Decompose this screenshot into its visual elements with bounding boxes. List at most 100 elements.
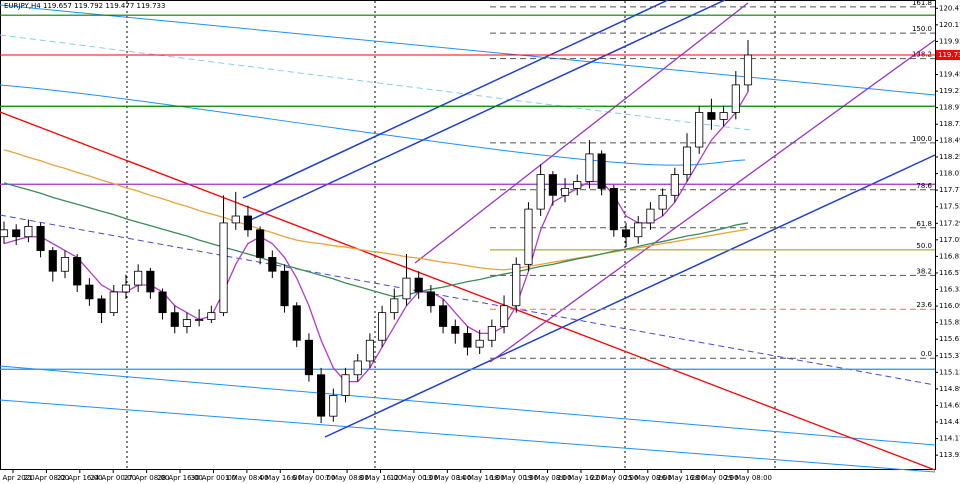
regression-line (0, 399, 936, 473)
fib-label: 0.0 (921, 350, 932, 358)
candle-body (341, 374, 350, 396)
candle-body (475, 339, 484, 348)
candle-body (182, 319, 192, 327)
candle-body (414, 277, 423, 293)
candle-body (73, 257, 82, 286)
candle-body (402, 277, 411, 300)
candle-body (707, 112, 716, 120)
fib-label: 23.6 (916, 301, 932, 309)
candle-body (219, 222, 228, 314)
channel-blue (242, 0, 669, 199)
y-tick-label: 116.575 (939, 269, 960, 277)
y-tick-label: 117.295 (939, 219, 960, 227)
candle-body (353, 360, 362, 376)
y-tick-label: 117.775 (939, 186, 960, 194)
x-tick-label: 30 Apr 00:00 (191, 474, 237, 482)
candle-body (268, 257, 277, 272)
y-tick-label: 116.335 (939, 286, 960, 294)
x-tick-label: 25 May 08:00 (624, 474, 672, 482)
x-tick-label: 12 May 00:00 (390, 474, 438, 482)
candle-body (731, 84, 740, 113)
symbol-info: EURJPY,H4 119.657 119.792 119.477 119.73… (4, 2, 165, 10)
x-tick-label: 27 Apr 08:00 (124, 474, 170, 482)
x-tick-label: 4 May 16:00 (258, 474, 302, 482)
y-tick-label: 119.930 (939, 37, 960, 45)
candle-body (609, 188, 618, 231)
candle-body (560, 188, 570, 196)
x-tick-label: 6 May 00:00 (292, 474, 336, 482)
fib-label: 38.2 (916, 267, 932, 275)
candle-body (0, 229, 9, 238)
channel-blue (245, 0, 726, 223)
x-tick-label: 8 May 16:00 (359, 474, 403, 482)
y-tick-label: 115.135 (939, 368, 960, 376)
x-tick-label: 22 May 00:00 (590, 474, 638, 482)
x-tick-label: 14 May 16:00 (457, 474, 505, 482)
candle-body (292, 305, 301, 341)
candle-body (365, 339, 374, 362)
fib-label: 161.8 (912, 0, 932, 7)
x-tick-label: 7 May 08:00 (325, 474, 369, 482)
candle-body (158, 291, 167, 314)
candle-body (304, 339, 313, 376)
candle-body (621, 229, 631, 238)
last-price-box (936, 50, 960, 61)
x-tick-label: 21 Apr 08:00 (24, 474, 70, 482)
regression-line (0, 365, 936, 446)
fib-label: 150.0 (912, 25, 932, 33)
y-tick-label: 118.730 (939, 120, 960, 128)
candle-body (36, 225, 45, 251)
candle-body (12, 229, 21, 238)
drawings (0, 0, 936, 473)
y-tick-label: 118.970 (939, 104, 960, 112)
candle-body (585, 153, 594, 182)
y-tick-label: 114.655 (939, 401, 960, 409)
y-tick-label: 114.175 (939, 435, 960, 443)
y-tick-label: 114.415 (939, 418, 960, 426)
candle-body (195, 319, 204, 321)
y-tick-label: 113.935 (939, 451, 960, 459)
regression-dashed (0, 34, 751, 131)
candle-body (85, 284, 94, 300)
candle-body (146, 270, 155, 293)
candle-body (24, 225, 33, 238)
y-tick-label: 116.095 (939, 302, 960, 310)
candle-body (524, 208, 533, 265)
candle-body (500, 305, 509, 327)
x-tick-label: 13 May 08:00 (423, 474, 471, 482)
candle-body (487, 326, 496, 341)
candle-body (256, 229, 265, 258)
candle-body (536, 174, 545, 210)
fib-label: 61.8 (916, 220, 932, 228)
plot-frame (0, 0, 936, 470)
candle-body (134, 270, 143, 286)
fib-label: 78.6 (916, 182, 932, 190)
candle-body (634, 222, 643, 238)
moving-average (3, 149, 749, 271)
candle-body (682, 146, 692, 176)
fib-label: 50.0 (916, 242, 932, 250)
x-tick-label: 18 May 00:00 (490, 474, 538, 482)
channel-blue (324, 154, 936, 438)
candle-body (670, 174, 679, 196)
candle-body (48, 250, 57, 272)
candle-body (512, 263, 521, 307)
y-tick-label: 115.375 (939, 352, 960, 360)
candle-body (243, 215, 252, 231)
x-tick-label: 26 May 16:00 (657, 474, 705, 482)
candle-body (329, 395, 338, 417)
candle-body (439, 305, 448, 327)
candle-body (60, 257, 70, 272)
x-tick-label: 28 Apr 16:00 (157, 474, 203, 482)
candle-body (743, 54, 753, 86)
candle-body (548, 174, 557, 196)
channel-purple (489, 39, 936, 363)
candle-body (390, 298, 399, 314)
candle-body (426, 291, 435, 307)
candle-body (109, 291, 118, 314)
x-tick-label: 20 Apr 2020 (0, 474, 35, 482)
candle-body (121, 284, 131, 293)
y-tick-label: 120.170 (939, 21, 960, 29)
moving-average (3, 182, 749, 298)
